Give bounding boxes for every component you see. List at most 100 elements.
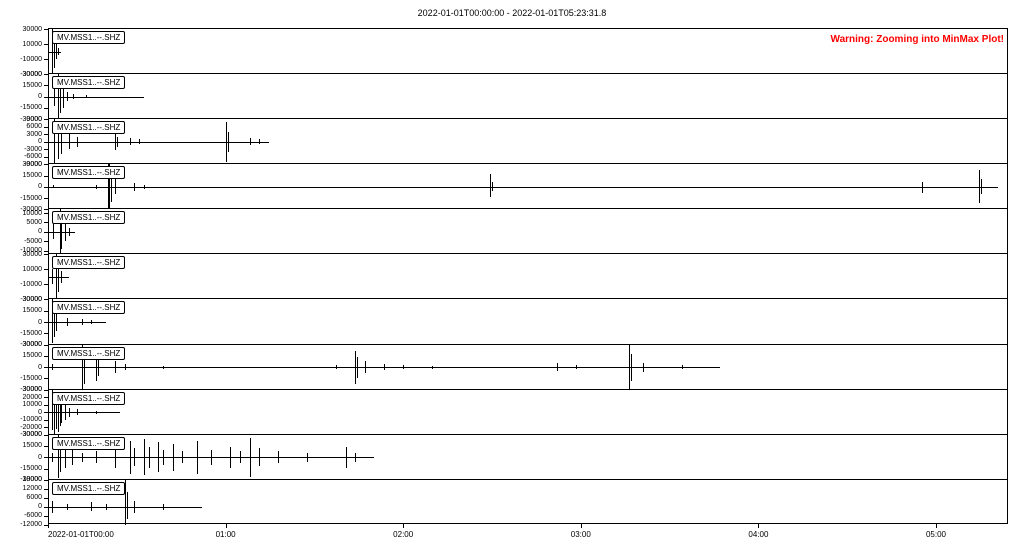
y-tick-label: 15000 xyxy=(23,172,42,179)
y-tick-label: 30000 xyxy=(23,71,42,78)
trace-spike xyxy=(134,448,135,466)
trace-spike xyxy=(52,269,53,284)
trace-spike xyxy=(115,447,116,468)
trace-spike xyxy=(52,453,53,462)
trace-label: MV.MSS1..--.SHZ xyxy=(52,166,125,179)
trace-spike xyxy=(250,438,251,477)
trace-spike xyxy=(346,447,347,468)
trace-spike xyxy=(981,179,982,194)
trace-spike xyxy=(77,409,78,415)
trace-spike xyxy=(173,444,174,471)
y-tick-label: -20000 xyxy=(20,424,42,431)
y-tick-label: 10000 xyxy=(23,401,42,408)
trace-spike xyxy=(115,361,116,373)
trace-spike xyxy=(163,504,164,510)
y-tick-label: 30000 xyxy=(23,161,42,168)
seismic-track: -30000-1500001500030000MV.MSS1..--.SHZ xyxy=(48,73,1008,118)
trace-spike xyxy=(65,222,66,241)
trace-spike xyxy=(67,318,68,326)
trace-spike xyxy=(98,358,99,376)
trace-label: MV.MSS1..--.SHZ xyxy=(52,256,125,269)
y-tick-label: 0 xyxy=(38,409,42,416)
y-tick-label: 10000 xyxy=(23,41,42,48)
x-tick-label: 02:00 xyxy=(393,530,413,539)
trace-spike xyxy=(52,364,53,370)
seismic-track: -30000-1500001500030000MV.MSS1..--.SHZ xyxy=(48,434,1008,479)
trace-spike xyxy=(77,137,78,147)
trace-spike xyxy=(67,504,68,510)
y-tick-label: 0 xyxy=(38,503,42,510)
y-tick-label: 0 xyxy=(38,93,42,100)
trace-spike xyxy=(240,451,241,463)
trace-spike xyxy=(86,95,87,98)
y-tick-label: 10000 xyxy=(23,210,42,217)
seismic-track: -30000-20000-100000100002000030000MV.MSS… xyxy=(48,389,1008,434)
x-tick-label: 05:00 xyxy=(926,530,946,539)
y-tick-label: -15000 xyxy=(20,465,42,472)
trace-spike xyxy=(61,402,62,423)
x-tick-label: 01:00 xyxy=(216,530,236,539)
y-tick-label: -12000 xyxy=(20,521,42,528)
trace-spike xyxy=(197,441,198,474)
y-tick-label: 0 xyxy=(38,454,42,461)
x-tick-label: 03:00 xyxy=(571,530,591,539)
trace-spike xyxy=(67,92,68,101)
y-tick-label: -15000 xyxy=(20,195,42,202)
trace-spike xyxy=(139,139,140,144)
y-tick-label: 30000 xyxy=(23,341,42,348)
trace-spike xyxy=(355,453,356,462)
y-tick-label: 9000 xyxy=(26,116,42,123)
trace-spike xyxy=(682,365,683,370)
trace-spike xyxy=(65,405,66,420)
trace-spike xyxy=(73,94,74,99)
y-tick-label: 15000 xyxy=(23,82,42,89)
trace-spike xyxy=(65,447,66,468)
seismic-track: -30000-1500001500030000MV.MSS1..--.SHZ xyxy=(48,298,1008,343)
trace-label: MV.MSS1..--.SHZ xyxy=(52,437,125,450)
trace-spike xyxy=(127,492,128,519)
trace-spike xyxy=(163,450,164,465)
y-tick-label: -5000 xyxy=(24,238,42,245)
y-tick-label: -15000 xyxy=(20,104,42,111)
trace-spike xyxy=(365,361,366,373)
x-tick-label: 04:00 xyxy=(748,530,768,539)
x-axis: 2022-01-01T00:0001:0002:0003:0004:0005:0… xyxy=(48,524,1008,546)
y-tick-label: 30000 xyxy=(23,431,42,438)
trace-spike xyxy=(230,447,231,468)
seismic-track: -30000-1500001500030000MV.MSS1..--.SHZ xyxy=(48,344,1008,389)
trace-label: MV.MSS1..--.SHZ xyxy=(52,121,125,134)
trace-spike xyxy=(106,504,107,510)
seismic-track: -9000-6000-30000300060009000MV.MSS1..--.… xyxy=(48,118,1008,163)
y-tick-label: -15000 xyxy=(20,375,42,382)
trace-spike xyxy=(96,451,97,463)
y-tick-label: 20000 xyxy=(23,394,42,401)
trace-spike xyxy=(130,441,131,474)
trace-spike xyxy=(490,174,491,197)
trace-spike xyxy=(144,185,145,190)
trace-spike xyxy=(53,224,54,239)
y-tick-label: 0 xyxy=(38,183,42,190)
y-tick-label: -10000 xyxy=(20,56,42,63)
plot-title: 2022-01-01T00:00:00 - 2022-01-01T05:23:3… xyxy=(0,8,1024,18)
trace-spike xyxy=(384,364,385,370)
trace-spike xyxy=(307,453,308,462)
trace-spike xyxy=(115,133,116,151)
seismic-track: -30000-100001000030000MV.MSS1..--.SHZ xyxy=(48,28,1008,73)
trace-spike xyxy=(72,450,73,465)
trace-spike xyxy=(134,501,135,513)
trace-baseline xyxy=(48,187,998,188)
trace-spike xyxy=(576,365,577,370)
y-tick-label: 30000 xyxy=(23,26,42,33)
trace-spike xyxy=(69,408,70,417)
y-tick-label: 0 xyxy=(38,228,42,235)
trace-spike xyxy=(336,365,337,370)
trace-spike xyxy=(53,185,54,188)
trace-spike xyxy=(82,453,83,462)
trace-spike xyxy=(149,447,150,468)
seismic-track: -10000-50000500010000MV.MSS1..--.SHZ xyxy=(48,208,1008,253)
y-tick-label: 3000 xyxy=(26,131,42,138)
trace-spike xyxy=(182,451,183,463)
y-tick-label: -10000 xyxy=(20,416,42,423)
trace-spike xyxy=(61,271,62,283)
y-tick-label: 15000 xyxy=(23,352,42,359)
